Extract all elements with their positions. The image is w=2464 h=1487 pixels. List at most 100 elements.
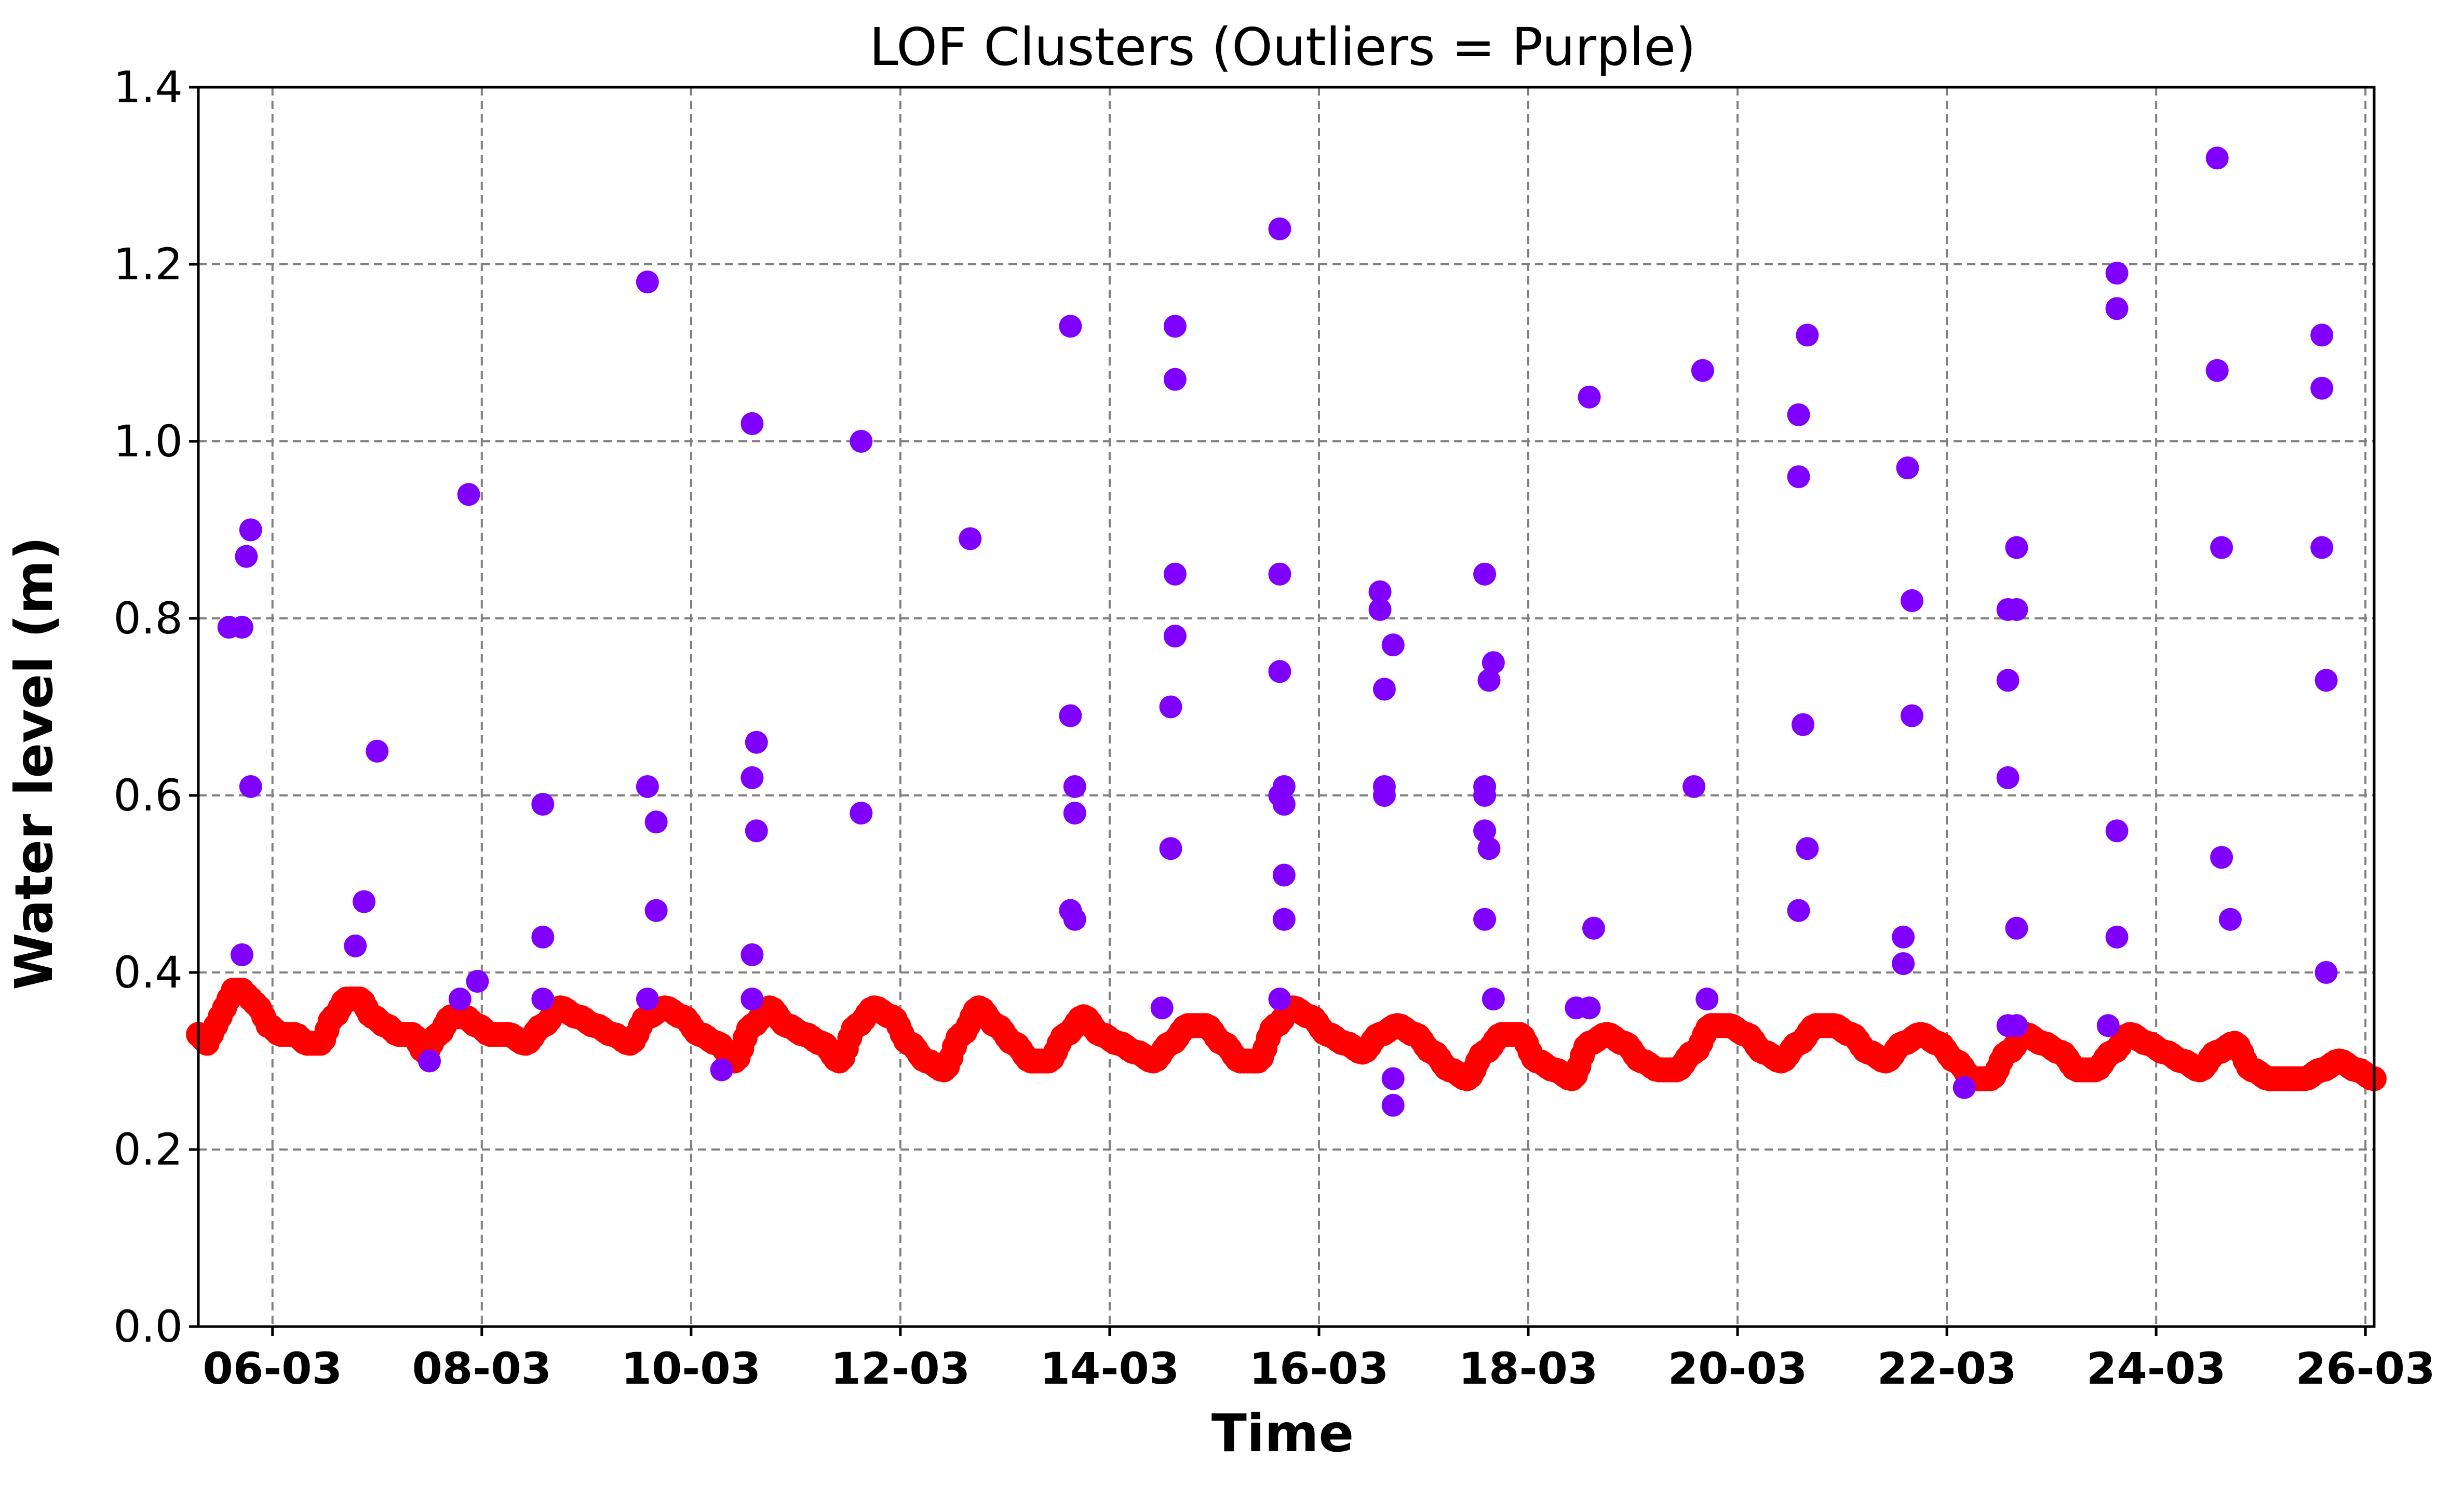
outlier-point [1272,863,1296,887]
outlier-point [1059,315,1082,338]
outlier-point [1063,775,1086,798]
y-tick-label: 0.8 [113,593,183,644]
outlier-point [740,766,764,789]
outlier-point [1792,713,1815,736]
outlier-point [1482,988,1505,1011]
outlier-point [2205,146,2229,170]
y-tick-label: 0.0 [113,1301,183,1352]
outlier-point [1372,678,1396,701]
y-tick-label: 0.2 [113,1124,183,1175]
y-axis-ticks: 0.0 0.2 0.4 0.6 0.8 1.0 1.2 1.4 [113,62,198,1352]
outlier-point [1163,562,1187,586]
outlier-point [2210,846,2233,869]
x-tick-label: 22-03 [1877,1343,2017,1394]
outlier-point [1582,916,1605,940]
outlier-point [710,1058,733,1082]
outlier-point [1695,988,1719,1011]
x-tick-label: 26-03 [2296,1343,2435,1394]
outlier-point [1368,598,1392,621]
x-tick-label: 10-03 [622,1343,761,1394]
outlier-point [644,899,668,922]
x-tick-label: 16-03 [1249,1343,1389,1394]
outlier-point [2005,916,2028,940]
outlier-point [2005,598,2028,621]
outlier-point [466,970,489,993]
plot-frame [197,86,2376,1328]
outlier-point [2310,376,2334,400]
outlier-point [2310,323,2334,347]
outlier-point [1892,952,1915,975]
x-tick-label: 18-03 [1459,1343,1598,1394]
outlier-point [448,988,472,1011]
outlier-point [1368,580,1392,603]
outlier-point [531,925,555,949]
outlier-point [1268,217,1291,240]
outlier-point [2314,961,2338,984]
y-tick-label: 1.4 [113,62,183,113]
outlier-point [366,739,389,763]
outlier-point [2105,925,2129,949]
outlier-point [1477,669,1501,692]
x-tick-label: 12-03 [831,1343,971,1394]
y-tick-label: 1.2 [113,239,183,290]
outlier-point [1996,669,2019,692]
outlier-point [1163,315,1187,338]
outlier-point [1578,385,1601,409]
outlier-point [1691,359,1714,382]
outlier-point [1268,988,1291,1011]
outlier-point [235,545,258,568]
outlier-point [1059,704,1082,727]
outlier-point [850,430,873,453]
outlier-point [745,731,768,754]
inlier-points [186,978,2387,1091]
outlier-point [1268,562,1291,586]
outlier-point [2105,262,2129,285]
y-axis-title: Water level (m) [4,536,64,990]
x-axis-ticks: 06-03 08-03 10-03 12-03 14-03 16-03 18-03 20-03… [203,1327,2435,1394]
outlier-point [2205,359,2229,382]
outlier-point [1272,908,1296,931]
outlier-point [457,483,480,506]
outlier-point [1578,996,1601,1020]
x-tick-label: 20-03 [1668,1343,1808,1394]
x-tick-label: 24-03 [2086,1343,2226,1394]
outlier-point [1787,899,1810,922]
outlier-point [644,810,668,834]
x-tick-label: 08-03 [412,1343,551,1394]
y-tick-label: 1.0 [113,416,183,467]
outlier-point [239,518,262,542]
outlier-point [1900,704,1923,727]
outlier-point [2210,536,2233,559]
outlier-point [2310,536,2334,559]
y-tick-label: 0.4 [113,947,183,998]
outlier-point [1272,793,1296,816]
outlier-point [531,793,555,816]
outlier-point [850,802,873,825]
outlier-point [1787,465,1810,489]
outlier-point [1381,1067,1405,1090]
outlier-point [1482,651,1505,674]
outlier-point [2218,908,2242,931]
outlier-point [1953,1076,1976,1099]
x-tick-label: 14-03 [1040,1343,1180,1394]
outlier-point [1381,1093,1405,1117]
outlier-point [740,943,764,966]
outlier-point [2096,1014,2120,1037]
outlier-point [1796,323,1819,347]
outlier-point [1900,589,1923,612]
outlier-point [2005,536,2028,559]
outlier-point [418,1049,441,1073]
outlier-point [2105,819,2129,843]
outlier-point [1787,403,1810,426]
outlier-point [1063,908,1086,931]
y-tick-label: 0.6 [113,770,183,821]
outlier-point [1063,802,1086,825]
outlier-point [1381,633,1405,657]
x-axis-title: Time [1211,1403,1354,1464]
outlier-point [740,412,764,435]
outlier-point [230,943,253,966]
outlier-point [1473,908,1497,931]
outlier-point [2314,669,2338,692]
outlier-point [353,890,376,913]
